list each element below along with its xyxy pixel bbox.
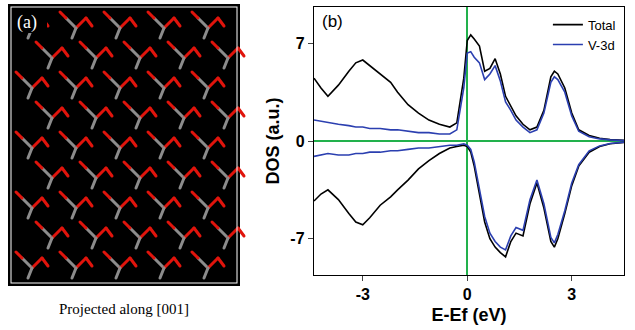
svg-text:Projected along [001]: Projected along [001]: [59, 301, 189, 317]
svg-text:-7: -7: [290, 230, 304, 247]
svg-text:DOS (a.u.): DOS (a.u.): [263, 97, 283, 184]
svg-text:(b): (b): [322, 12, 343, 31]
svg-text:7: 7: [296, 35, 305, 52]
svg-text:Total: Total: [588, 18, 616, 33]
svg-text:0: 0: [463, 286, 472, 303]
svg-text:-3: -3: [356, 286, 370, 303]
svg-text:(a): (a): [17, 12, 37, 33]
svg-text:V-3d: V-3d: [588, 38, 615, 53]
svg-text:E-Ef (eV): E-Ef (eV): [431, 305, 506, 325]
svg-text:0: 0: [296, 133, 305, 150]
svg-text:3: 3: [567, 286, 576, 303]
